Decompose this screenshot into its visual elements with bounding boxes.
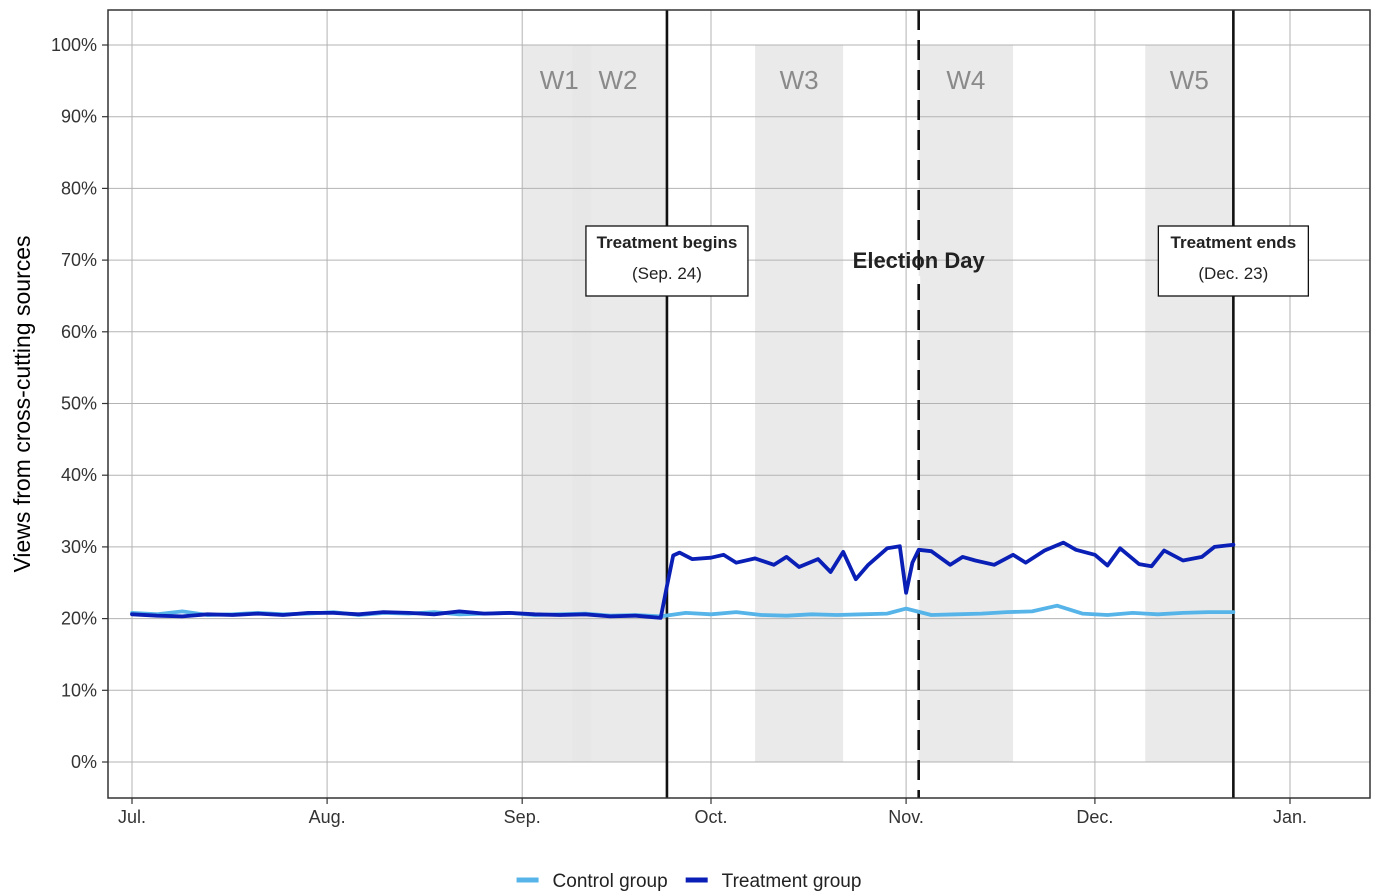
y-tick-label: 50% <box>61 394 97 414</box>
y-tick-label: 80% <box>61 178 97 198</box>
x-tick-label: Aug. <box>309 807 346 827</box>
series-line-treatment <box>132 543 1233 618</box>
y-tick-label: 0% <box>71 752 97 772</box>
y-tick-label: 60% <box>61 322 97 342</box>
event-subtitle-2: (Dec. 23) <box>1198 264 1268 283</box>
series-lines <box>132 543 1233 618</box>
x-tick-label: Jul. <box>118 807 146 827</box>
y-tick-label: 30% <box>61 537 97 557</box>
event-title-2: Treatment ends <box>1171 233 1297 252</box>
x-tick-label: Jan. <box>1273 807 1307 827</box>
x-tick-label: Dec. <box>1076 807 1113 827</box>
event-label-gap <box>917 276 920 284</box>
wave-label-w2: W2 <box>598 65 637 95</box>
y-tick-label: 90% <box>61 107 97 127</box>
event-title-0: Treatment begins <box>597 233 738 252</box>
legend: Control group Treatment group <box>517 871 862 892</box>
y-tick-label: 40% <box>61 465 97 485</box>
wave-label-w1: W1 <box>540 65 579 95</box>
event-label-election-day: Election Day <box>853 248 986 273</box>
y-axis: 0% 10% 20% 30% 40% 50% 60% 70% 80% 90% 100% <box>51 35 108 772</box>
event-subtitle-0: (Sep. 24) <box>632 264 702 283</box>
y-tick-label: 70% <box>61 250 97 270</box>
x-tick-label: Sep. <box>504 807 541 827</box>
legend-label: Control group <box>553 871 668 892</box>
y-tick-label: 20% <box>61 609 97 629</box>
wave-label-w5: W5 <box>1170 65 1209 95</box>
x-tick-label: Oct. <box>694 807 727 827</box>
wave-label-w4: W4 <box>946 65 985 95</box>
x-tick-label: Nov. <box>888 807 924 827</box>
x-axis: Jul. Aug. Sep. Oct. Nov. Dec. Jan. <box>118 798 1307 827</box>
legend-label: Treatment group <box>722 871 862 892</box>
wave-label-w3: W3 <box>780 65 819 95</box>
y-tick-label: 100% <box>51 35 97 55</box>
y-tick-label: 10% <box>61 680 97 700</box>
y-axis-title: Views from cross-cutting sources <box>9 235 35 572</box>
